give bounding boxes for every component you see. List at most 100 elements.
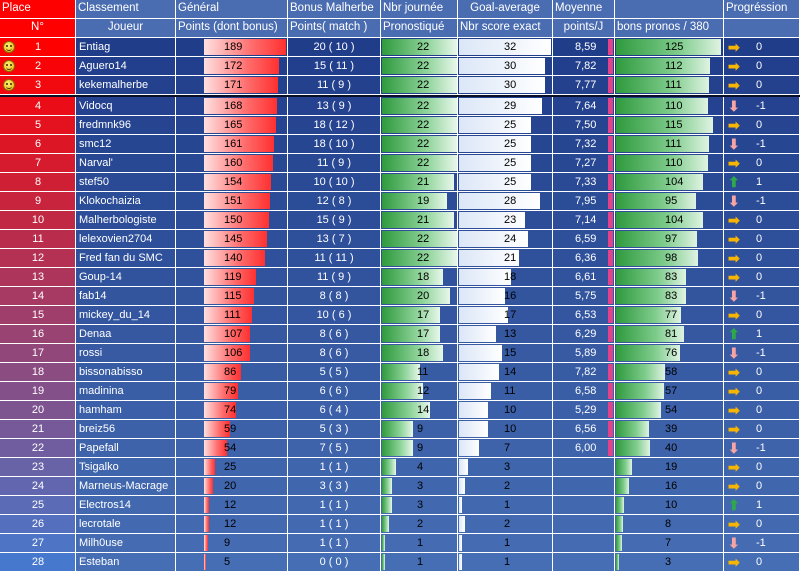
points-cell: 9 [176,534,288,553]
progression-value: 1 [756,176,763,188]
points-cell-bar [204,288,254,304]
journee-cell: 11 [381,363,458,382]
pronos-cell-value: 54 [665,404,678,416]
exact-cell-value: 10 [504,404,517,416]
header-joueur: Joueur [76,19,176,38]
avg-cell [553,458,615,477]
pronos-cell-value: 81 [665,328,678,340]
arrow-down-icon: ⬇ [728,193,740,209]
header-empty [615,0,724,19]
player-name: Marneus-Macrage [76,477,176,496]
points-cell-value: 189 [224,41,243,53]
progression-cell: ➡ 0 [724,38,800,57]
pronos-cell-bar [616,193,696,209]
podium-separator [0,95,800,97]
arrow-right-icon: ➡ [728,516,740,532]
bonus-cell: 13 ( 9 ) [288,97,381,116]
avg-value: 7,33 [575,176,597,188]
journee-cell: 3 [381,477,458,496]
progression-cell: ➡ 0 [724,382,800,401]
points-cell-value: 140 [224,252,243,264]
avg-bar [608,98,613,114]
pronos-cell-value: 40 [665,442,678,454]
points-cell: 161 [176,135,288,154]
journee-cell-value: 3 [417,480,424,492]
points-cell-value: 5 [224,556,231,568]
journee-cell-value: 1 [417,556,424,568]
pronos-cell: 16 [615,477,724,496]
arrow-right-icon: ➡ [728,77,740,93]
avg-value: 7,27 [575,157,597,169]
exact-cell-value: 10 [504,423,517,435]
points-cell: 145 [176,230,288,249]
header-nbr-journee: Nbr journée [381,0,458,19]
place-number: 4 [34,100,42,112]
pronos-cell-value: 10 [665,499,678,511]
table-row: 7 Narval' 160 11 ( 9 ) 22 25 7,27 110 ➡ 0 [0,154,800,173]
pronos-cell: 111 [615,135,724,154]
pronos-cell-bar [616,307,681,323]
pronos-cell-bar [616,326,684,342]
journee-cell: 22 [381,230,458,249]
pronos-cell-bar [616,58,710,74]
points-cell: 79 [176,382,288,401]
arrow-right-icon: ➡ [728,421,740,437]
pronos-cell: 111 [615,76,724,95]
points-cell-value: 151 [224,195,243,207]
points-cell-value: 25 [224,461,237,473]
avg-cell: 5,89 [553,344,615,363]
pronos-cell: 54 [615,401,724,420]
arrow-right-icon: ➡ [728,383,740,399]
points-cell-value: 119 [224,271,242,283]
points-cell: 74 [176,401,288,420]
arrow-right-icon: ➡ [728,250,740,266]
table-row: 6 smc12 161 18 ( 10 ) 22 25 7,32 111 ⬇ -1 [0,135,800,154]
place-number: 24 [31,480,45,492]
points-cell-bar [204,307,252,323]
place-number: 19 [31,385,45,397]
progression-cell: ⬇ -1 [724,439,800,458]
points-cell-bar [204,212,269,228]
journee-cell-value: 22 [417,100,430,112]
avg-value: 6,29 [575,328,597,340]
exact-cell-bar [459,307,508,323]
progression-value: 0 [756,423,763,435]
table-row: 11 lelexovien2704 145 13 ( 7 ) 22 24 6,59 97 ➡ 0 [0,230,800,249]
exact-cell-value: 3 [504,461,511,473]
points-cell: 86 [176,363,288,382]
exact-cell-value: 32 [504,41,517,53]
player-name: Klokochaizia [76,192,176,211]
progression-value: 0 [756,480,763,492]
progression-cell: ➡ 0 [724,268,800,287]
avg-bar [608,326,613,342]
journee-cell-value: 3 [417,499,424,511]
place-cell: 21 [0,420,76,439]
journee-cell-value: 22 [417,138,430,150]
pronos-cell: 115 [615,116,724,135]
progression-cell: ➡ 0 [724,515,800,534]
points-cell: 25 [176,458,288,477]
progression-cell: ➡ 0 [724,553,800,572]
points-cell: 119 [176,268,288,287]
pronos-cell-bar [616,117,713,133]
points-cell-value: 12 [224,499,237,511]
place-number: 12 [31,252,45,264]
journee-cell-bar [382,326,440,342]
pronos-cell-value: 97 [665,233,678,245]
points-cell: 20 [176,477,288,496]
pronos-cell-bar [616,98,708,114]
pronos-cell: 110 [615,97,724,116]
points-cell-value: 171 [224,79,243,91]
exact-cell: 2 [458,515,553,534]
place-number: 11 [32,233,44,245]
bonus-cell: 3 ( 3 ) [288,477,381,496]
arrow-right-icon: ➡ [728,212,740,228]
pronos-cell-bar [616,174,703,190]
pronos-cell-bar [616,345,680,361]
arrow-down-icon: ⬇ [728,440,740,456]
points-cell: 140 [176,249,288,268]
points-cell-bar [204,58,279,74]
exact-cell-bar [459,288,505,304]
exact-cell-value: 23 [504,214,517,226]
